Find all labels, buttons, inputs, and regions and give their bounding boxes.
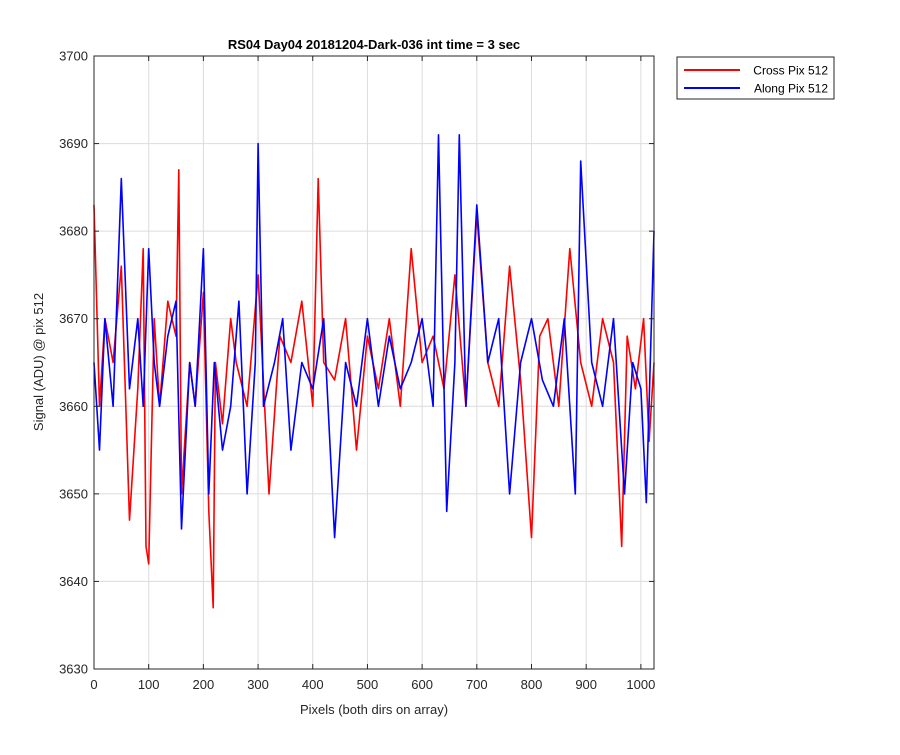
x-axis-label: Pixels (both dirs on array)	[300, 702, 448, 717]
axes-box	[93, 55, 655, 670]
y-tick-label: 3690	[59, 136, 88, 151]
plot-area	[94, 56, 654, 669]
x-tick-label: 300	[247, 677, 269, 692]
y-tick-label: 3670	[59, 311, 88, 326]
x-tick-label: 100	[138, 677, 160, 692]
x-tick-label: 700	[466, 677, 488, 692]
y-axis-label: Signal (ADU) @ pix 512	[31, 293, 46, 431]
x-tick-label: 200	[193, 677, 215, 692]
x-tick-label: 500	[357, 677, 379, 692]
legend-label-cross: Cross Pix 512	[753, 64, 828, 78]
series-line-along-pix-512	[93, 134, 655, 539]
x-tick-label: 0	[90, 677, 97, 692]
legend: Cross Pix 512 Along Pix 512	[676, 56, 835, 100]
x-tick-label: 1000	[626, 677, 655, 692]
y-tick-label: 3700	[59, 49, 88, 64]
ticks: 0 100 200 300 400 500 600 700 800 900 1000 3630 3640…	[59, 49, 655, 693]
x-tick-label: 800	[521, 677, 543, 692]
x-tick-label: 900	[575, 677, 597, 692]
legend-box	[676, 56, 835, 100]
y-tick-label: 3680	[59, 224, 88, 239]
y-tick-label: 3650	[59, 486, 88, 501]
y-tick-label: 3660	[59, 399, 88, 414]
series-layer	[93, 134, 655, 609]
chart-title: RS04 Day04 20181204-Dark-036 int time = …	[228, 37, 520, 52]
legend-label-along: Along Pix 512	[754, 82, 828, 96]
y-tick-label: 3640	[59, 574, 88, 589]
x-tick-label: 600	[411, 677, 433, 692]
y-tick-label: 3630	[59, 662, 88, 677]
x-tick-label: 400	[302, 677, 324, 692]
